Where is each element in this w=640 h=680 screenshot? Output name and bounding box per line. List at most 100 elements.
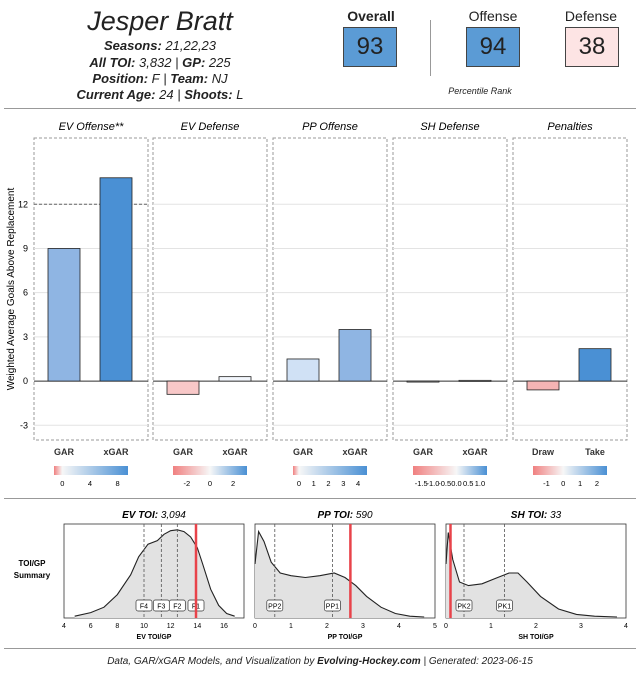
percentile-caption: Percentile Rank xyxy=(448,86,512,96)
offense-rating: 94 xyxy=(466,27,520,67)
legend-tick: 0 xyxy=(208,479,212,488)
category-label: Draw xyxy=(532,447,555,457)
bar-xgar xyxy=(338,329,372,382)
section-divider xyxy=(4,498,636,499)
marker-label: PK2 xyxy=(457,604,470,611)
legend-tick: 0.5 xyxy=(463,479,473,488)
marker-box xyxy=(455,599,473,612)
toi-panel-sh: SH TOI: 33 PK2 PK1 0 1 2 3 4 SH TOI/GP xyxy=(444,510,628,641)
x-tick-label: 12 xyxy=(167,623,175,630)
bar-gar xyxy=(47,248,81,382)
marker-label: PK1 xyxy=(498,604,511,611)
legend-tick: 0.0 xyxy=(451,479,461,488)
legend-tick: 1.0 xyxy=(475,479,485,488)
panel-title: PP Offense xyxy=(302,121,358,133)
y-tick-label: 9 xyxy=(23,243,28,253)
x-tick-label: 6 xyxy=(89,623,93,630)
category-label: GAR xyxy=(54,447,75,457)
toi-panel-title: EV TOI: 3,094 xyxy=(122,510,186,521)
position-line: Position: F | Team: NJ xyxy=(92,71,228,86)
panel-title: EV Defense xyxy=(181,121,240,133)
color-legend xyxy=(173,466,247,475)
x-axis-label: SH TOI/GP xyxy=(518,634,554,641)
legend-tick: 0 xyxy=(60,479,64,488)
x-tick-label: 5 xyxy=(433,623,437,630)
bar-draw xyxy=(526,380,560,391)
marker-label: PP2 xyxy=(268,604,281,611)
panel-title: SH Defense xyxy=(420,121,479,133)
panel-title: EV Offense** xyxy=(59,121,125,133)
x-tick-label: 0 xyxy=(444,623,448,630)
bar-gar xyxy=(166,380,200,395)
color-legend xyxy=(413,466,487,475)
rating-divider xyxy=(430,20,431,76)
x-axis-label: PP TOI/GP xyxy=(328,634,363,641)
panel-sh-defense: SH Defense GAR xGAR -1.5-1.0-0.5 0.0 0.5 1.0 xyxy=(392,121,508,488)
toi-panel-pp: PP TOI: 590 PP2 PP1 0 1 2 3 4 5 PP TOI/GP xyxy=(253,510,437,641)
toi-line: All TOI: 3,832 | GP: 225 xyxy=(89,55,231,70)
x-tick-label: 0 xyxy=(253,623,257,630)
toi-panel-title: PP TOI: 590 xyxy=(317,510,372,521)
marker-box xyxy=(496,599,513,612)
overall-rating: 93 xyxy=(343,27,397,67)
bar-take xyxy=(578,348,612,382)
marker-label: F3 xyxy=(157,604,165,611)
x-tick-label: 3 xyxy=(579,623,583,630)
category-label: GAR xyxy=(293,447,314,457)
category-label: Take xyxy=(585,447,605,457)
panel-ev-defense: EV Defense GAR xGAR -2 0 2 xyxy=(152,121,268,488)
x-tick-label: 4 xyxy=(624,623,628,630)
legend-tick: 4 xyxy=(356,479,360,488)
legend-tick: 1 xyxy=(312,479,316,488)
density-line xyxy=(254,529,425,618)
legend-tick: 0 xyxy=(561,479,565,488)
category-label: xGAR xyxy=(462,447,488,457)
marker-label: PP1 xyxy=(326,604,339,611)
bar-xgar xyxy=(218,376,252,382)
panel-frame xyxy=(512,137,628,441)
marker-box xyxy=(168,599,186,612)
x-tick-label: 1 xyxy=(489,623,493,630)
x-tick-label: 14 xyxy=(193,623,201,630)
y-tick-label: -3 xyxy=(20,420,28,430)
x-tick-label: 3 xyxy=(361,623,365,630)
y-tick-label: 12 xyxy=(18,199,28,209)
defense-label: Defense xyxy=(564,8,618,24)
legend-tick: 8 xyxy=(116,479,120,488)
density-area xyxy=(255,531,425,618)
x-tick-label: 1 xyxy=(289,623,293,630)
overall-label: Overall xyxy=(347,8,395,24)
panel-penalties: Penalties Draw Take -1 0 1 2 xyxy=(512,121,628,488)
x-tick-label: 2 xyxy=(325,623,329,630)
marker-box xyxy=(266,599,284,612)
x-tick-label: 8 xyxy=(115,623,119,630)
density-area xyxy=(446,532,617,618)
player-name: Jesper Bratt xyxy=(87,6,233,36)
row-label: Summary xyxy=(14,571,51,580)
legend-tick: 1 xyxy=(578,479,582,488)
marker-box xyxy=(135,599,153,612)
header-divider xyxy=(4,108,636,109)
marker-box xyxy=(324,599,341,612)
category-label: GAR xyxy=(413,447,434,457)
panel-title: Penalties xyxy=(547,121,593,133)
legend-tick: 2 xyxy=(326,479,330,488)
density-line xyxy=(74,529,235,617)
panel-frame xyxy=(392,137,508,441)
offense-label: Offense xyxy=(468,8,518,24)
y-tick-label: 6 xyxy=(23,288,28,298)
color-legend xyxy=(54,466,128,475)
density-line xyxy=(445,532,618,618)
panel-pp-offense: PP Offense GAR xGAR 0 1 2 3 4 xyxy=(272,121,388,488)
footer: Data, GAR/xGAR Models, and Visualization… xyxy=(107,656,533,667)
legend-tick: 0 xyxy=(297,479,301,488)
x-tick-label: 16 xyxy=(220,623,228,630)
legend-tick: 2 xyxy=(231,479,235,488)
y-tick-label: 0 xyxy=(23,376,28,386)
toi-panel-ev: EV TOI: 3,094F4F3F2F146810121416EV TOI/G… xyxy=(62,510,245,641)
x-tick-label: 4 xyxy=(397,623,401,630)
legend-tick: -1.0 xyxy=(426,479,439,488)
legend-tick: -2 xyxy=(184,479,191,488)
legend-tick: 2 xyxy=(595,479,599,488)
